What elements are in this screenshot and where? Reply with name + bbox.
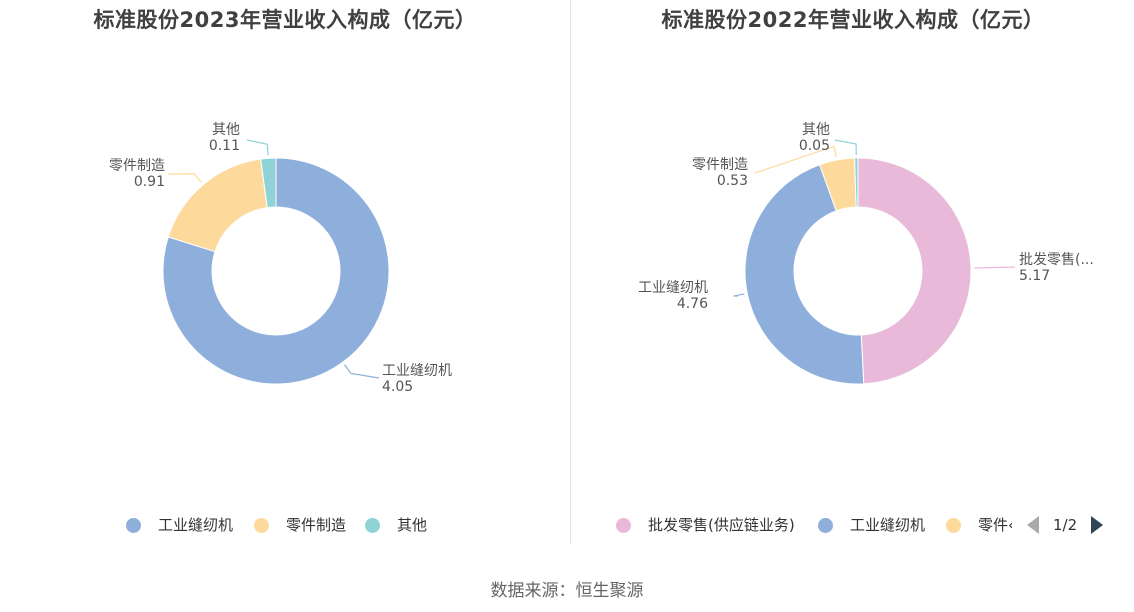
slice-label: 工业缝纫机 [382, 363, 452, 379]
donut-slice[interactable] [167, 158, 268, 253]
leader-line [834, 139, 857, 156]
donut-slice[interactable] [857, 157, 972, 385]
leader-line [344, 364, 380, 379]
chart-panel-2022: 标准股份2022年营业收入构成（亿元） 批发零售(... 5.17 工业缝纫机 4.7… [572, 0, 1134, 545]
slice-label: 批发零售(... [1019, 252, 1094, 268]
chart-title: 标准股份2023年营业收入构成（亿元） [93, 8, 477, 32]
legend-label: 工业缝纫机 [158, 516, 234, 534]
data-source: 数据来源：恒生聚源 [490, 581, 644, 601]
slice-value-label: 0.11 [209, 138, 240, 154]
legend-dot-icon [365, 518, 380, 533]
donut-slice[interactable] [162, 157, 390, 385]
slice-label: 工业缝纫机 [638, 280, 708, 296]
legend-label: 零件‹ [978, 516, 1012, 534]
legend-label: 零件制造 [286, 516, 347, 534]
slice-value-label: 4.76 [677, 296, 708, 312]
slice-value-label: 5.17 [1019, 268, 1050, 284]
chart-legend: 批发零售(供应链业务) 工业缝纫机 零件‹ [572, 514, 1012, 538]
leader-line [167, 173, 202, 183]
legend-label: 其他 [397, 516, 428, 534]
slice-value-label: 0.91 [134, 174, 165, 190]
leader-line [246, 139, 269, 156]
leader-line [754, 145, 837, 174]
slice-label: 零件制造 [692, 157, 748, 173]
legend-label: 批发零售(供应链业务) [648, 516, 795, 534]
leader-line [733, 293, 745, 297]
leader-line [973, 266, 1016, 269]
legend-dot-icon [126, 518, 141, 533]
slice-label: 其他 [802, 122, 830, 138]
slice-value-label: 4.05 [382, 379, 413, 395]
triangle-left-icon[interactable] [1026, 515, 1040, 535]
slice-label: 零件制造 [109, 158, 165, 174]
legend-dot-icon [616, 518, 631, 533]
slice-value-label: 0.05 [799, 138, 830, 154]
legend-dot-icon [946, 518, 961, 533]
legend-label: 工业缝纫机 [850, 516, 926, 534]
donut-slice[interactable] [854, 157, 859, 208]
donut-slice[interactable] [744, 164, 865, 385]
donut-slice[interactable] [260, 157, 277, 209]
chart-title: 标准股份2022年营业收入构成（亿元） [661, 8, 1045, 32]
panel-divider [570, 0, 571, 545]
slice-value-label: 0.53 [717, 173, 748, 189]
chart-panel-2023: 标准股份2023年营业收入构成（亿元） 工业缝纫机 4.05 零件制造 0.91 其他 0… [0, 0, 570, 545]
legend-dot-icon [818, 518, 833, 533]
legend-dot-icon [254, 518, 269, 533]
slice-label: 其他 [212, 122, 240, 138]
pager-text: 1/2 [1053, 516, 1078, 534]
triangle-right-icon[interactable] [1090, 515, 1104, 535]
